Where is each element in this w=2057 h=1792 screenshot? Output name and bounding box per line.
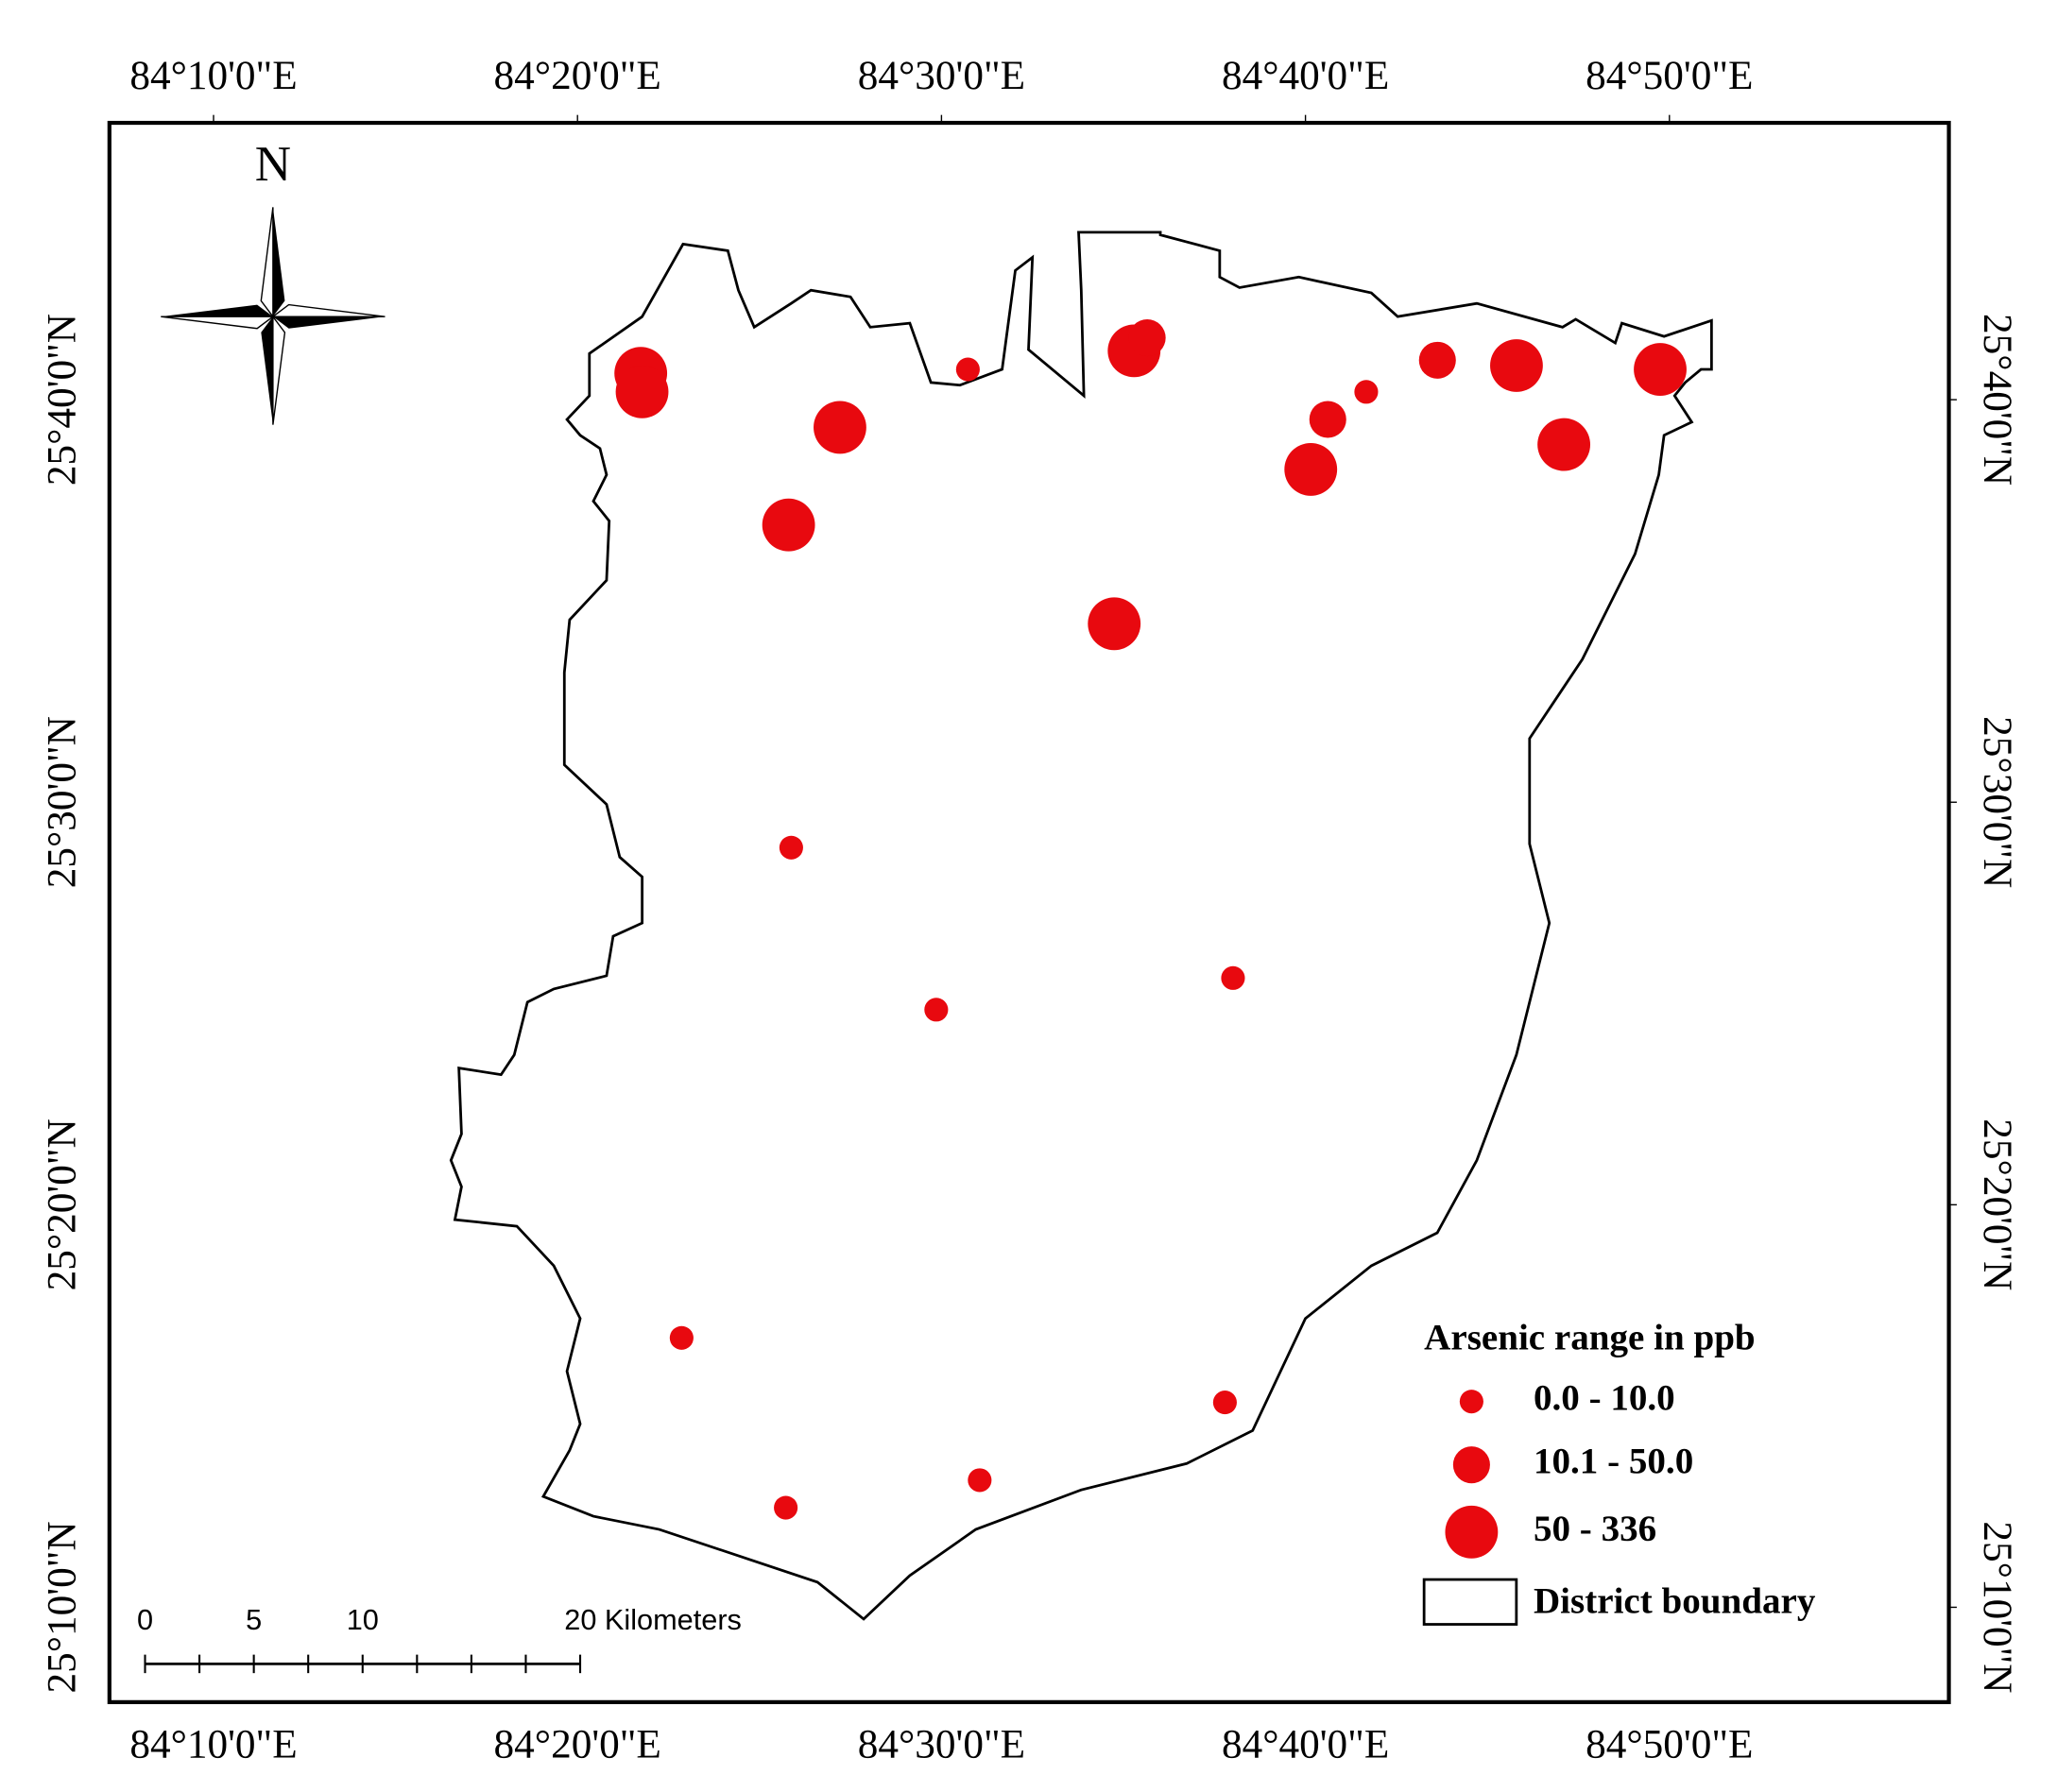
legend-title: Arsenic range in ppb	[1424, 1317, 1756, 1357]
scale-label: 10	[347, 1603, 379, 1636]
sample-site	[762, 498, 815, 552]
y-tick-label: 25°20'0"N	[1975, 1118, 2020, 1290]
scale-label: 0	[137, 1603, 153, 1636]
sample-site	[1490, 339, 1543, 392]
x-tick-label: 84°20'0"E	[494, 1722, 661, 1767]
y-tick-label: 25°30'0"N	[1975, 716, 2020, 888]
sample-site	[1284, 443, 1338, 496]
sample-site	[1418, 341, 1456, 379]
legend-symbol	[1445, 1505, 1499, 1559]
north-arrow	[161, 207, 386, 425]
x-tick-label: 84°20'0"E	[494, 53, 661, 98]
sample-site	[814, 401, 866, 454]
scale-label: 5	[246, 1603, 262, 1636]
sample-site	[669, 1325, 694, 1350]
x-tick-label: 84°10'0"E	[129, 53, 297, 98]
sample-site	[779, 835, 803, 860]
legend-label: 0.0 - 10.0	[1534, 1378, 1675, 1419]
sample-site	[955, 357, 980, 382]
north-label: N	[255, 137, 291, 192]
y-tick-label: 25°40'0"N	[40, 314, 85, 486]
sample-site	[1537, 418, 1591, 471]
sample-site	[774, 1495, 798, 1520]
x-tick-label: 84°40'0"E	[1222, 53, 1389, 98]
legend-label: 50 - 336	[1534, 1509, 1656, 1549]
y-tick-label: 25°10'0"N	[1975, 1521, 2020, 1693]
x-tick-label: 84°50'0"E	[1586, 1722, 1753, 1767]
sample-site	[968, 1468, 992, 1493]
sample-site	[1128, 319, 1166, 357]
scale-label: 20 Kilometers	[564, 1603, 742, 1636]
legend-label: District boundary	[1534, 1581, 1816, 1622]
y-tick-label: 25°20'0"N	[40, 1118, 85, 1290]
sample-site	[1212, 1391, 1237, 1415]
sample-site	[1221, 965, 1245, 990]
district-boundary	[449, 230, 1713, 1621]
legend-symbol	[1452, 1446, 1490, 1484]
sample-site	[1634, 343, 1687, 396]
y-tick-label: 25°40'0"N	[1975, 314, 2020, 486]
sample-site	[615, 365, 669, 418]
map-frame	[107, 120, 1951, 1704]
sample-site	[1354, 380, 1379, 404]
y-tick-label: 25°30'0"N	[40, 716, 85, 888]
x-tick-label: 84°30'0"E	[858, 53, 1025, 98]
legend-label: 10.1 - 50.0	[1534, 1442, 1693, 1482]
sample-site	[924, 998, 949, 1022]
x-tick-label: 84°30'0"E	[858, 1722, 1025, 1767]
legend-symbol	[1459, 1390, 1483, 1414]
x-tick-label: 84°10'0"E	[129, 1722, 297, 1767]
x-tick-label: 84°40'0"E	[1222, 1722, 1389, 1767]
sample-site	[1088, 597, 1141, 651]
x-tick-label: 84°50'0"E	[1586, 53, 1753, 98]
sample-site	[1309, 401, 1346, 438]
y-tick-label: 25°10'0"N	[40, 1521, 85, 1693]
legend-boundary-swatch	[1422, 1578, 1518, 1626]
